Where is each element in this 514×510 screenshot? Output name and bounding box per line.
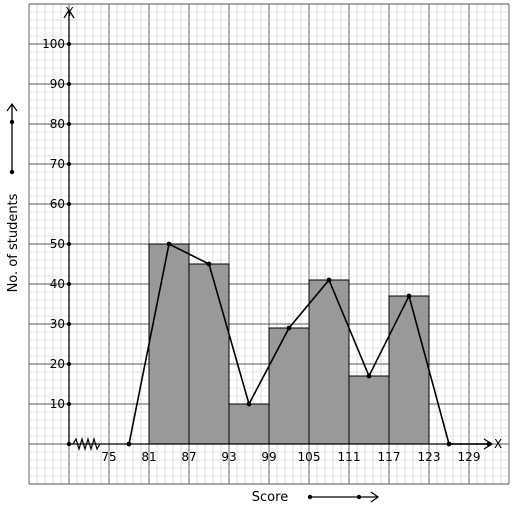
histogram-bar — [388, 295, 430, 445]
x-tick-label: 129 — [458, 450, 481, 464]
tick-labels: 10 20 30 40 50 60 70 80 90 100 75 81 87 93 99 105 111 117… — [42, 37, 480, 464]
histogram-bar — [268, 327, 310, 445]
axis-break-zigzag — [72, 436, 101, 452]
y-tick-mark — [67, 202, 71, 206]
y-tick-label: 50 — [50, 237, 65, 251]
frequency-polygon-point — [126, 441, 132, 447]
y-tick-mark — [67, 242, 71, 246]
y-tick-mark — [67, 42, 71, 46]
y-tick-mark — [67, 282, 71, 286]
frequency-polygon-point — [366, 373, 372, 379]
y-tick-label: 90 — [50, 77, 65, 91]
y-axis-title: No. of students — [6, 193, 21, 292]
x-tick-label: 87 — [181, 450, 196, 464]
x-tick-label: 93 — [221, 450, 236, 464]
x-tick-label: 75 — [101, 450, 116, 464]
y-tick-label: 100 — [42, 37, 65, 51]
frequency-polygon-point — [326, 277, 332, 283]
histogram-bar — [228, 403, 270, 445]
histogram-bar — [308, 279, 350, 445]
frequency-polygon-point — [246, 401, 252, 407]
frequency-polygon-point — [206, 261, 212, 267]
y-tick-mark — [67, 82, 71, 86]
y-tick-mark — [67, 122, 71, 126]
y-tick-label: 40 — [50, 277, 65, 291]
x-direction-arrow — [307, 491, 380, 503]
histogram-bar — [148, 243, 190, 445]
x-axis-title: Score — [252, 490, 288, 505]
y-tick-label: 10 — [50, 397, 65, 411]
y-tick-label: 30 — [50, 317, 65, 331]
y-tick-label: 60 — [50, 197, 65, 211]
y-axis-arrowhead — [63, 8, 75, 19]
frequency-polygon — [126, 241, 492, 447]
frequency-polygon-point — [486, 441, 492, 447]
y-direction-arrow — [6, 102, 18, 175]
x-axis-letter: X — [494, 437, 502, 451]
y-tick-mark — [67, 162, 71, 166]
y-tick-mark — [67, 322, 71, 326]
frequency-polygon-point — [286, 325, 292, 331]
origin-point — [66, 441, 72, 447]
histogram-bars — [148, 243, 430, 445]
x-tick-label: 99 — [261, 450, 276, 464]
frequency-polygon-point — [406, 293, 412, 299]
y-tick-mark — [67, 402, 71, 406]
y-axis-letter: Y — [65, 5, 74, 19]
x-tick-label: 123 — [418, 450, 441, 464]
x-axis-arrowhead — [483, 438, 494, 450]
y-tick-label: 70 — [50, 157, 65, 171]
frequency-polygon-point — [446, 441, 452, 447]
frequency-polygon-line — [128, 242, 489, 445]
x-tick-label: 81 — [141, 450, 156, 464]
y-tick-label: 20 — [50, 357, 65, 371]
y-tick-label: 80 — [50, 117, 65, 131]
x-tick-label: 111 — [338, 450, 361, 464]
frequency-polygon-point — [166, 241, 172, 247]
x-tick-label: 117 — [378, 450, 401, 464]
histogram-bar — [188, 263, 230, 445]
x-tick-label: 105 — [298, 450, 321, 464]
histogram-bar — [348, 375, 390, 445]
y-tick-mark — [67, 362, 71, 366]
